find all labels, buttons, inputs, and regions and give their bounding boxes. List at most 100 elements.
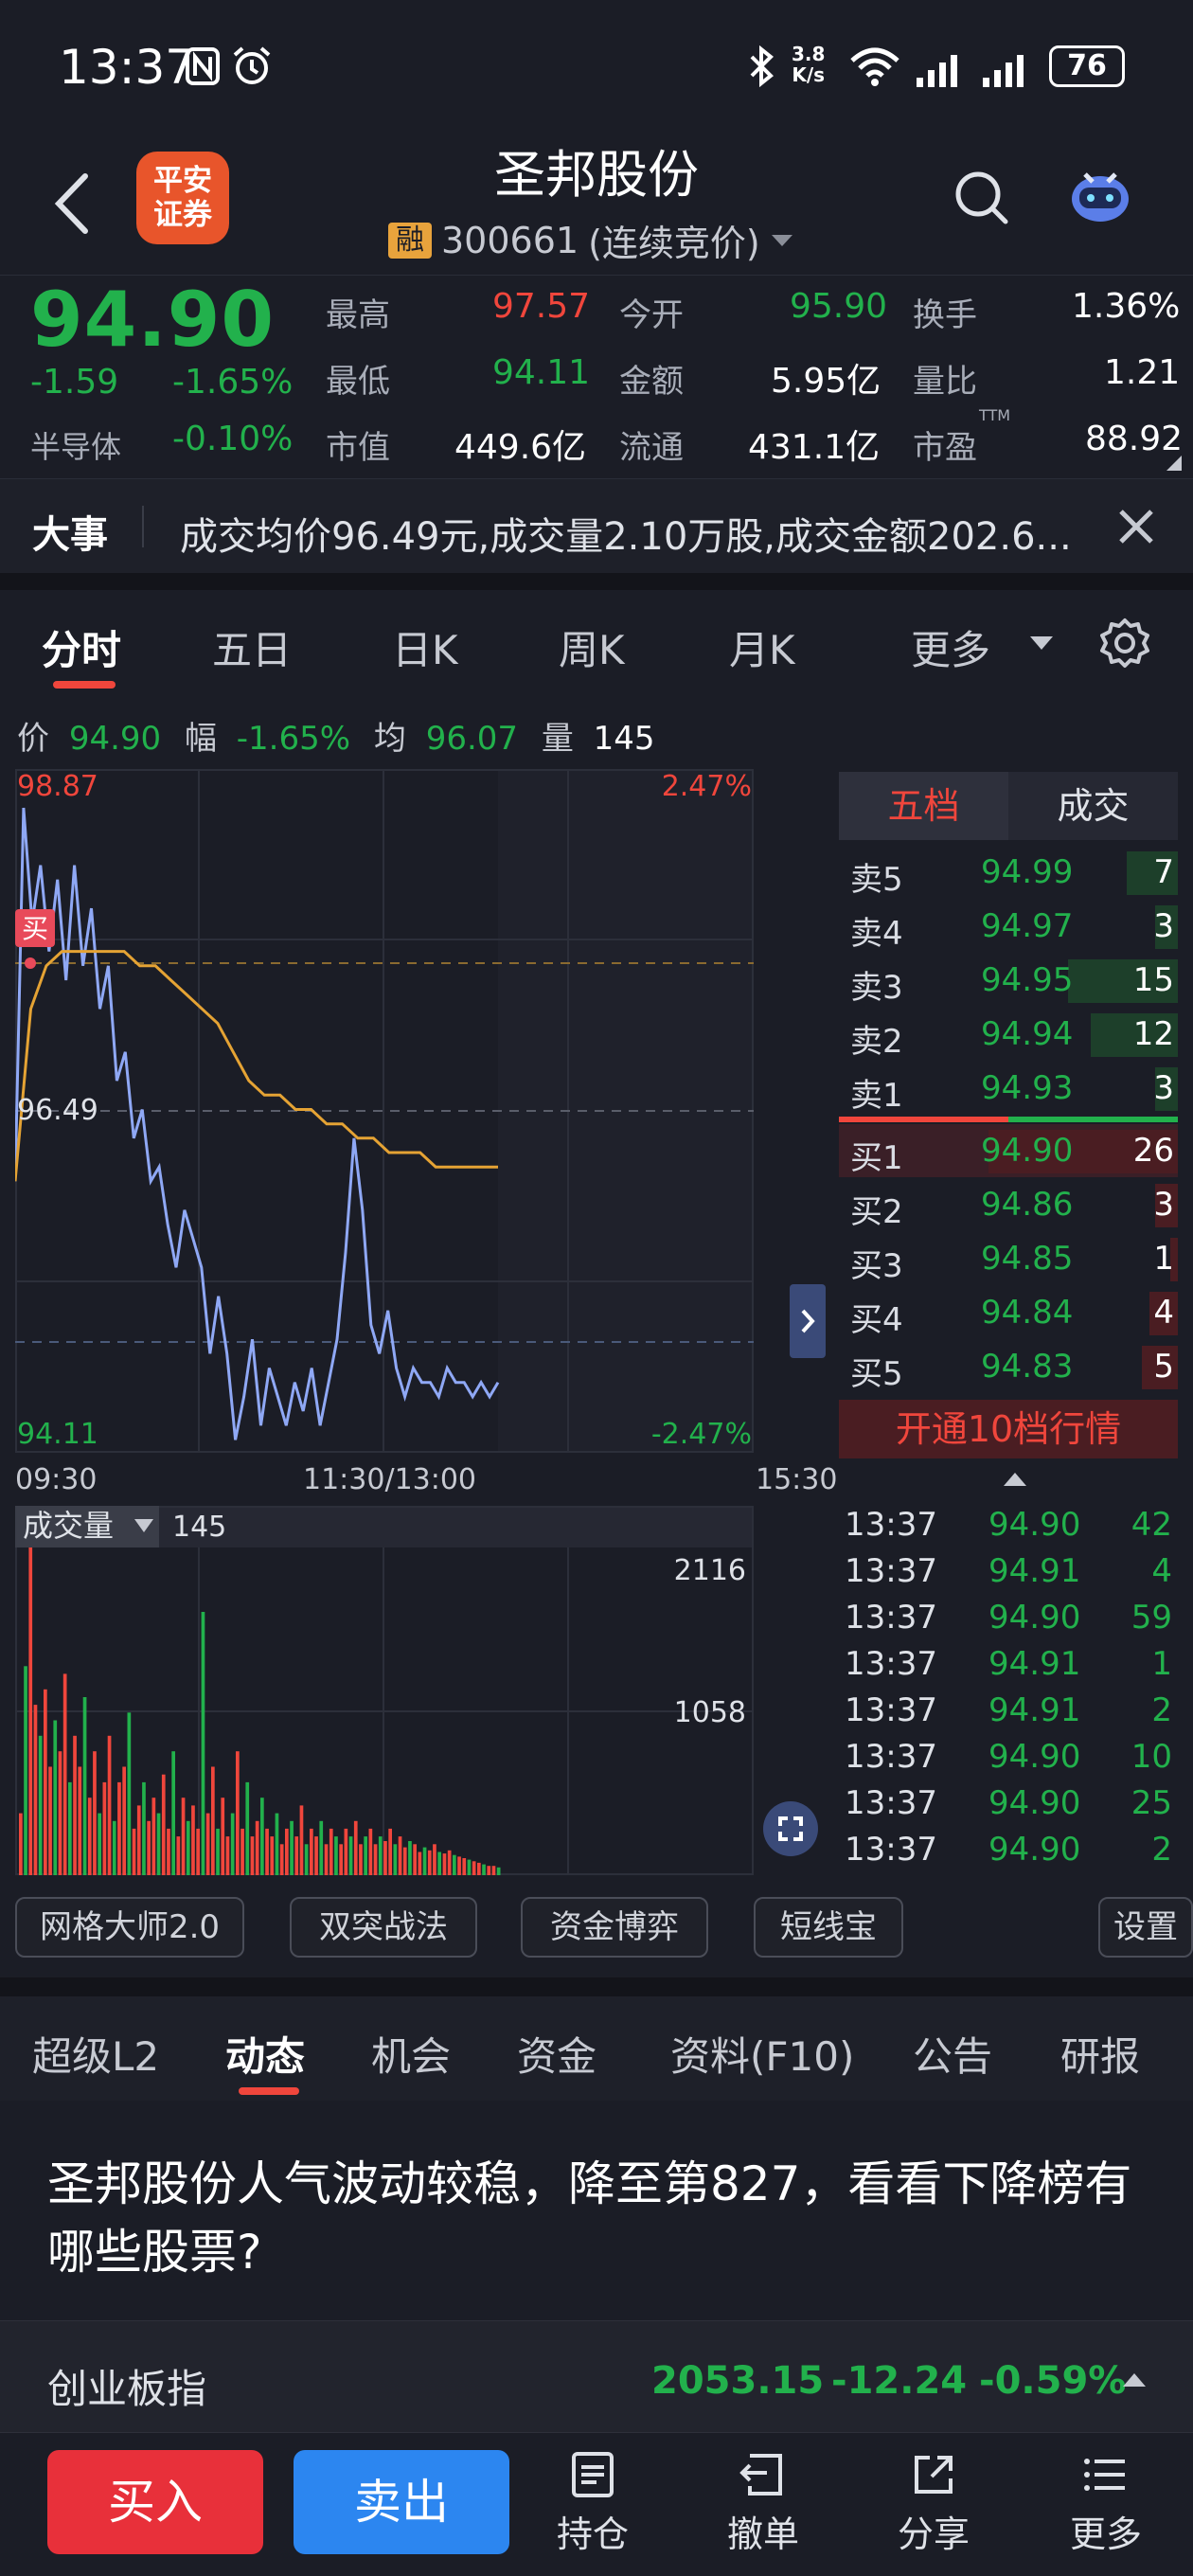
page-title: 圣邦股份 — [494, 145, 699, 205]
volume-bar — [240, 1828, 244, 1875]
tick-time: 13:37 — [845, 1738, 937, 1776]
low-label: 最低 — [326, 363, 390, 401]
volume-bar — [142, 1781, 146, 1875]
bid-row[interactable]: 买2 94.86 3 — [839, 1178, 1178, 1231]
nav-holdings[interactable]: 持仓 — [536, 2450, 650, 2557]
volume-bar — [33, 1705, 38, 1875]
volume-bar — [353, 1820, 358, 1875]
back-icon[interactable] — [49, 170, 93, 237]
high-label: 最高 — [326, 296, 390, 334]
level-qty: 15 — [1132, 961, 1174, 999]
tool-settings[interactable]: 设置 — [1098, 1897, 1193, 1958]
sector-name[interactable]: 半导体 — [30, 429, 122, 465]
tick-time: 13:37 — [845, 1552, 937, 1590]
ask-row[interactable]: 卖5 94.99 7 — [839, 846, 1178, 899]
level-price: 94.85 — [981, 1240, 1074, 1278]
volume-bar — [117, 1781, 121, 1875]
nav-share[interactable]: 分享 — [877, 2450, 990, 2557]
tab-monthly-k[interactable]: 月K — [729, 627, 795, 673]
level-label: 买5 — [850, 1355, 903, 1393]
tool-capital-game[interactable]: 资金博弈 — [521, 1897, 708, 1958]
tab-announcements[interactable]: 公告 — [913, 2033, 993, 2080]
volume-bar — [270, 1836, 275, 1875]
volume-bar — [127, 1712, 132, 1875]
volume-bar — [265, 1828, 269, 1875]
search-icon[interactable] — [953, 169, 1011, 227]
tab-more[interactable]: 更多 — [911, 627, 991, 673]
ask-row[interactable]: 卖3 94.95 15 — [839, 954, 1178, 1007]
tab-intraday[interactable]: 分时 — [42, 627, 122, 673]
expand-corner-icon[interactable] — [1165, 454, 1184, 473]
news-banner[interactable]: 大事 成交均价96.49元,成交量2.10万股,成交金额202.6... — [0, 478, 1193, 573]
quote-panel: 94.90 -1.59 -1.65% 半导体 -0.10% 最高 97.57 最… — [0, 275, 1193, 478]
close-icon[interactable] — [1117, 508, 1155, 546]
tool-grid-master[interactable]: 网格大师2.0 — [15, 1897, 244, 1958]
buy-button[interactable]: 买入 — [47, 2450, 263, 2554]
tab-research[interactable]: 研报 — [1060, 2033, 1141, 2080]
level-price: 94.95 — [981, 961, 1074, 999]
volume-chart[interactable]: 成交量 145 2116 1058 — [15, 1506, 754, 1875]
tab-super-l2[interactable]: 超级L2 — [32, 2033, 160, 2080]
volume-mid-label: 1058 — [674, 1696, 746, 1729]
level-label: 买3 — [850, 1247, 903, 1285]
volume-bar — [383, 1841, 387, 1875]
chevron-up-icon[interactable] — [1002, 1470, 1028, 1489]
bid-row[interactable]: 买1 94.90 26 — [839, 1124, 1178, 1177]
tab-weekly-k[interactable]: 周K — [559, 627, 625, 673]
volume-bar — [151, 1798, 156, 1875]
tab-five-level[interactable]: 五档 — [839, 772, 1008, 840]
wifi-icon — [850, 47, 899, 86]
nav-share-label: 分享 — [897, 2513, 970, 2555]
volume-bar — [236, 1751, 240, 1875]
volume-bar — [260, 1798, 264, 1875]
tab-trades[interactable]: 成交 — [1057, 785, 1130, 827]
tab-five-day[interactable]: 五日 — [212, 627, 293, 673]
robot-assistant-icon[interactable] — [1066, 161, 1134, 229]
intraday-chart[interactable]: 98.87 2.47% 96.49 94.11 -2.47% 买 — [15, 769, 754, 1453]
volume-bar — [136, 1805, 141, 1875]
volume-selector[interactable] — [15, 1506, 159, 1547]
ask-row[interactable]: 卖2 94.94 12 — [839, 1008, 1178, 1061]
volume-bar — [28, 1547, 33, 1875]
volume-bar — [201, 1612, 205, 1875]
broker-logo[interactable]: 平安 证券 — [136, 152, 229, 244]
expand-book-button[interactable] — [790, 1284, 826, 1358]
chevron-up-icon[interactable] — [1121, 2370, 1148, 2389]
buy-marker-text: 买 — [22, 913, 48, 944]
tab-capital[interactable]: 资金 — [517, 2033, 597, 2080]
bid-row[interactable]: 买5 94.83 5 — [839, 1340, 1178, 1393]
tool-short-line[interactable]: 短线宝 — [754, 1897, 903, 1958]
price-line — [15, 807, 500, 1440]
top-pct-label: 2.47% — [662, 770, 752, 803]
tab-daily-k[interactable]: 日K — [392, 627, 458, 673]
volume-bar — [472, 1861, 476, 1875]
volume-bar — [122, 1766, 126, 1875]
amount-value: 5.95亿 — [771, 362, 881, 401]
tab-f10[interactable]: 资料(F10) — [670, 2033, 855, 2080]
sell-button[interactable]: 卖出 — [294, 2450, 509, 2554]
bid-row[interactable]: 买3 94.85 1 — [839, 1232, 1178, 1285]
stock-subtitle[interactable]: 融 300661 (连续竞价) — [388, 214, 794, 266]
ask-row[interactable]: 卖4 94.97 3 — [839, 900, 1178, 953]
settings-gear-icon[interactable] — [1098, 617, 1151, 670]
nav-more[interactable]: 更多 — [1049, 2450, 1163, 2557]
volume-bar — [437, 1852, 441, 1875]
open-10-level-button[interactable]: 开通10档行情 — [839, 1400, 1178, 1458]
margin-tag: 融 — [388, 222, 432, 259]
nav-cancel[interactable]: 撤单 — [706, 2450, 820, 2557]
ask-row[interactable]: 卖1 94.93 3 — [839, 1062, 1178, 1115]
tab-opportunity[interactable]: 机会 — [371, 2033, 452, 2080]
holdings-icon — [572, 2452, 614, 2497]
volume-bar — [211, 1766, 215, 1875]
news-article[interactable]: 圣邦股份人气波动较稳，降至第827，看看下降榜有哪些股票? — [0, 2102, 1193, 2320]
volume-bar — [402, 1847, 407, 1875]
tab-dynamics[interactable]: 动态 — [225, 2033, 306, 2080]
alarm-icon — [233, 46, 271, 84]
index-ticker[interactable]: 创业板指 2053.15 -12.24 -0.59% — [0, 2320, 1193, 2432]
open-label: 今开 — [619, 296, 684, 334]
fullscreen-button[interactable] — [763, 1801, 818, 1856]
buy-marker-badge[interactable] — [15, 909, 55, 947]
bid-row[interactable]: 买4 94.84 4 — [839, 1286, 1178, 1339]
tool-double-breakout[interactable]: 双突战法 — [290, 1897, 477, 1958]
fullscreen-icon — [778, 1816, 803, 1841]
